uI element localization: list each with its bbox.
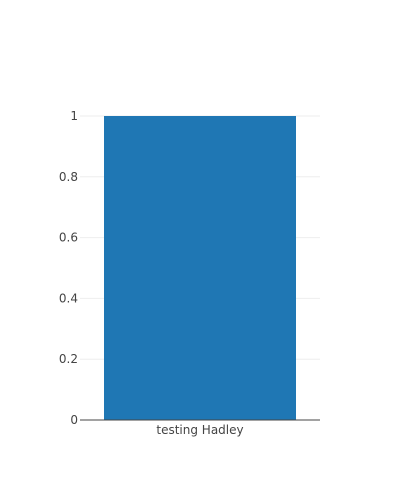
- bars: [104, 116, 296, 420]
- y-tick-label: 0: [70, 413, 78, 427]
- x-tick-label: testing Hadley: [156, 423, 243, 437]
- y-tick-label: 0.6: [59, 231, 78, 245]
- y-tick-labels: 0 0.2 0.4 0.6 0.8 1: [59, 109, 78, 427]
- bar: [104, 116, 296, 420]
- x-tick-labels: testing Hadley: [156, 423, 243, 437]
- y-tick-label: 0.2: [59, 352, 78, 366]
- y-tick-label: 0.8: [59, 170, 78, 184]
- y-tick-label: 1: [70, 109, 78, 123]
- y-tick-label: 0.4: [59, 291, 78, 305]
